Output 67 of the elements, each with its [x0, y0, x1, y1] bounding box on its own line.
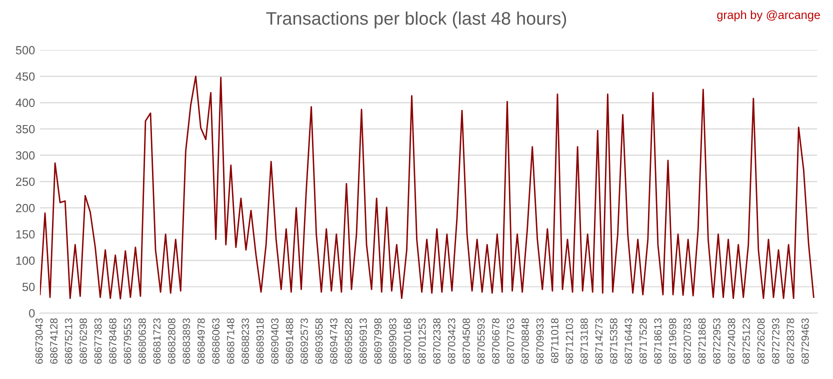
y-tick-label: 0 — [29, 309, 35, 318]
y-tick-label: 100 — [16, 256, 35, 265]
x-tick-label: 68677383 — [94, 318, 102, 364]
x-tick-label: 68675213 — [64, 318, 72, 364]
x-tick-label: 68695828 — [344, 318, 352, 364]
text: graph by @arcange — [717, 10, 820, 22]
x-tick-label: 68674128 — [50, 318, 58, 364]
y-tick-label: 150 — [16, 230, 35, 239]
y-tick-label: 500 — [16, 46, 35, 54]
x-tick-label: 68714273 — [595, 318, 603, 364]
x-tick-label: 68699083 — [388, 318, 396, 364]
y-tick-label: 300 — [16, 151, 35, 160]
x-tick-label: 68724038 — [728, 318, 736, 364]
x-tick-label: 68726208 — [757, 318, 765, 364]
x-tick-label: 68707763 — [506, 318, 514, 364]
x-tick-label: 68721868 — [698, 318, 706, 364]
x-tick-label: 68680638 — [138, 318, 146, 364]
line-series — [40, 76, 814, 300]
x-tick-label: 68717528 — [639, 318, 647, 364]
x-tick-label: 68729463 — [802, 318, 809, 364]
x-tick-label: 68727293 — [772, 318, 780, 364]
x-tick-label: 68694743 — [330, 318, 338, 364]
x-tick-label: 68703423 — [448, 318, 456, 364]
x-tick-label: 68683893 — [182, 318, 190, 364]
x-tick-label: 68712103 — [566, 318, 574, 364]
y-tick-label: 50 — [22, 282, 35, 292]
x-tick-label: 68684978 — [197, 318, 205, 364]
x-tick-label: 68708848 — [522, 318, 529, 364]
x-tick-label: 68679553 — [124, 318, 132, 364]
x-tick-label: 68700168 — [404, 318, 412, 364]
x-tick-label: 68709933 — [536, 318, 544, 364]
x-tick-label: 68716443 — [624, 318, 632, 364]
y-tick-label: 350 — [16, 124, 35, 134]
x-tick-label: 68696913 — [360, 318, 367, 364]
x-tick-label: 68715358 — [610, 318, 618, 364]
x-tick-label: 68718613 — [654, 318, 662, 364]
x-tick-label: 68711018 — [551, 318, 558, 363]
x-tick-label: 68690403 — [271, 318, 278, 364]
x-tick-label: 68691488 — [286, 318, 294, 364]
x-tick-label: 68681723 — [153, 318, 161, 364]
y-tick-label: 450 — [16, 72, 35, 81]
x-tick-label: 68673043 — [35, 318, 43, 364]
x-tick-label: 68686063 — [212, 318, 220, 364]
x-tick-label: 68719698 — [668, 318, 676, 364]
x-tick-label: 68678468 — [109, 318, 116, 364]
x-tick-label: 68720783 — [684, 318, 692, 364]
x-tick-label: 68682808 — [168, 318, 176, 364]
x-tick-label: 68725123 — [742, 318, 750, 364]
x-tick-label: 68697998 — [374, 318, 382, 364]
x-tick-label: 68704508 — [462, 318, 470, 364]
x-tick-label: 68713188 — [580, 318, 588, 364]
x-tick-label: 68728378 — [786, 318, 794, 364]
x-tick-label: 68693658 — [315, 318, 323, 364]
x-tick-label: 68702338 — [433, 318, 441, 364]
x-tick-label: 68692573 — [300, 318, 308, 364]
x-tick-label: 68701253 — [418, 318, 426, 364]
x-tick-label: 68687148 — [226, 318, 234, 364]
y-tick-label: 400 — [16, 98, 35, 108]
x-tick-label: 68689318 — [256, 318, 264, 364]
chart-title: Transactions per block (last 48 hours) — [266, 12, 566, 28]
y-tick-label: 200 — [16, 204, 35, 212]
y-tick-label: 250 — [16, 178, 35, 186]
x-tick-label: 68722953 — [713, 318, 720, 364]
x-tick-label: 68688233 — [242, 318, 250, 364]
x-tick-label: 68705593 — [477, 318, 485, 364]
x-tick-label: 68706678 — [492, 318, 500, 364]
x-tick-label: 68676298 — [80, 318, 87, 364]
